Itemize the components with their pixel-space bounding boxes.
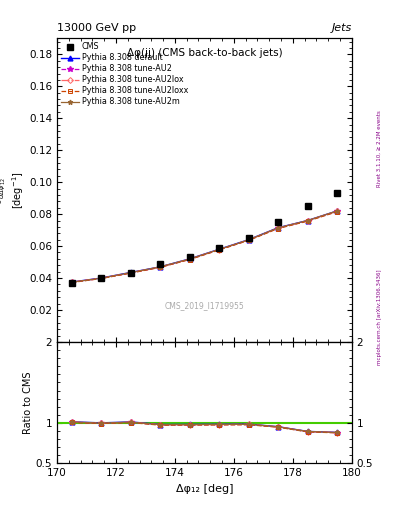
- Pythia 8.308 tune-AU2m: [305, 218, 310, 224]
- Pythia 8.308 tune-AU2m: [158, 264, 163, 270]
- Pythia 8.308 tune-AU2: [128, 270, 133, 276]
- Pythia 8.308 tune-AU2loxx: [217, 247, 221, 253]
- Y-axis label: Ratio to CMS: Ratio to CMS: [23, 371, 33, 434]
- Pythia 8.308 default: [187, 256, 192, 262]
- Text: Jets: Jets: [331, 23, 352, 33]
- Pythia 8.308 tune-AU2lox: [217, 247, 221, 253]
- Pythia 8.308 tune-AU2loxx: [128, 270, 133, 276]
- Pythia 8.308 tune-AU2: [99, 275, 104, 282]
- Pythia 8.308 default: [158, 264, 163, 270]
- Text: Δφ(jj) (CMS back-to-back jets): Δφ(jj) (CMS back-to-back jets): [127, 48, 282, 57]
- Pythia 8.308 tune-AU2: [246, 237, 251, 243]
- X-axis label: Δφ₁₂ [deg]: Δφ₁₂ [deg]: [176, 484, 233, 494]
- Pythia 8.308 tune-AU2lox: [99, 275, 104, 281]
- Pythia 8.308 tune-AU2loxx: [334, 209, 339, 215]
- CMS: [158, 261, 163, 267]
- Text: mcplots.cern.ch [arXiv:1306.3436]: mcplots.cern.ch [arXiv:1306.3436]: [377, 270, 382, 365]
- Pythia 8.308 tune-AU2lox: [187, 256, 192, 262]
- Pythia 8.308 tune-AU2lox: [128, 270, 133, 276]
- Line: Pythia 8.308 tune-AU2lox: Pythia 8.308 tune-AU2lox: [70, 209, 339, 284]
- Pythia 8.308 tune-AU2m: [275, 225, 280, 231]
- Pythia 8.308 tune-AU2m: [69, 279, 74, 285]
- Pythia 8.308 tune-AU2: [217, 247, 221, 253]
- Pythia 8.308 tune-AU2loxx: [187, 257, 192, 263]
- Pythia 8.308 tune-AU2lox: [275, 225, 280, 231]
- CMS: [99, 275, 104, 281]
- Pythia 8.308 tune-AU2m: [128, 269, 133, 275]
- CMS: [69, 280, 74, 286]
- Pythia 8.308 tune-AU2lox: [246, 237, 251, 243]
- Pythia 8.308 tune-AU2: [334, 208, 339, 215]
- Pythia 8.308 tune-AU2: [275, 225, 280, 231]
- Pythia 8.308 default: [305, 218, 310, 224]
- Pythia 8.308 tune-AU2loxx: [246, 237, 251, 243]
- Pythia 8.308 default: [69, 279, 74, 285]
- Line: Pythia 8.308 tune-AU2loxx: Pythia 8.308 tune-AU2loxx: [70, 209, 339, 285]
- Text: 13000 GeV pp: 13000 GeV pp: [57, 23, 136, 33]
- Pythia 8.308 tune-AU2loxx: [99, 275, 104, 282]
- Pythia 8.308 default: [217, 246, 221, 252]
- CMS: [305, 203, 310, 209]
- CMS: [246, 235, 251, 241]
- Pythia 8.308 tune-AU2loxx: [158, 264, 163, 270]
- Text: CMS_2019_I1719955: CMS_2019_I1719955: [165, 301, 244, 310]
- Text: Rivet 3.1.10, ≥ 2.2M events: Rivet 3.1.10, ≥ 2.2M events: [377, 110, 382, 187]
- Pythia 8.308 default: [99, 275, 104, 281]
- Pythia 8.308 default: [334, 208, 339, 214]
- Legend: CMS, Pythia 8.308 default, Pythia 8.308 tune-AU2, Pythia 8.308 tune-AU2lox, Pyth: CMS, Pythia 8.308 default, Pythia 8.308 …: [59, 41, 190, 108]
- CMS: [187, 254, 192, 260]
- Pythia 8.308 tune-AU2: [305, 218, 310, 224]
- Pythia 8.308 tune-AU2m: [99, 275, 104, 281]
- Pythia 8.308 default: [246, 237, 251, 243]
- Pythia 8.308 tune-AU2loxx: [275, 225, 280, 231]
- CMS: [275, 219, 280, 225]
- Pythia 8.308 tune-AU2: [158, 264, 163, 270]
- Pythia 8.308 tune-AU2lox: [69, 279, 74, 285]
- Pythia 8.308 tune-AU2m: [246, 237, 251, 243]
- Pythia 8.308 tune-AU2m: [187, 256, 192, 262]
- Pythia 8.308 tune-AU2loxx: [305, 218, 310, 224]
- Pythia 8.308 default: [128, 269, 133, 275]
- Line: Pythia 8.308 tune-AU2m: Pythia 8.308 tune-AU2m: [69, 208, 340, 285]
- Line: Pythia 8.308 tune-AU2: Pythia 8.308 tune-AU2: [69, 209, 340, 285]
- CMS: [217, 245, 221, 251]
- Line: CMS: CMS: [69, 190, 340, 286]
- Pythia 8.308 tune-AU2: [69, 279, 74, 285]
- CMS: [128, 270, 133, 276]
- Pythia 8.308 tune-AU2lox: [305, 218, 310, 224]
- Pythia 8.308 default: [275, 225, 280, 231]
- Pythia 8.308 tune-AU2: [187, 257, 192, 263]
- Line: Pythia 8.308 default: Pythia 8.308 default: [69, 208, 340, 285]
- Pythia 8.308 tune-AU2m: [217, 246, 221, 252]
- CMS: [334, 190, 339, 197]
- Pythia 8.308 tune-AU2lox: [334, 208, 339, 215]
- Pythia 8.308 tune-AU2m: [334, 208, 339, 214]
- Y-axis label: $\frac{1}{\sigma}\frac{d\sigma}{d\Delta\phi_{12}}$
[deg$^{-1}$]: $\frac{1}{\sigma}\frac{d\sigma}{d\Delta\…: [0, 172, 26, 209]
- Pythia 8.308 tune-AU2lox: [158, 264, 163, 270]
- Pythia 8.308 tune-AU2loxx: [69, 280, 74, 286]
